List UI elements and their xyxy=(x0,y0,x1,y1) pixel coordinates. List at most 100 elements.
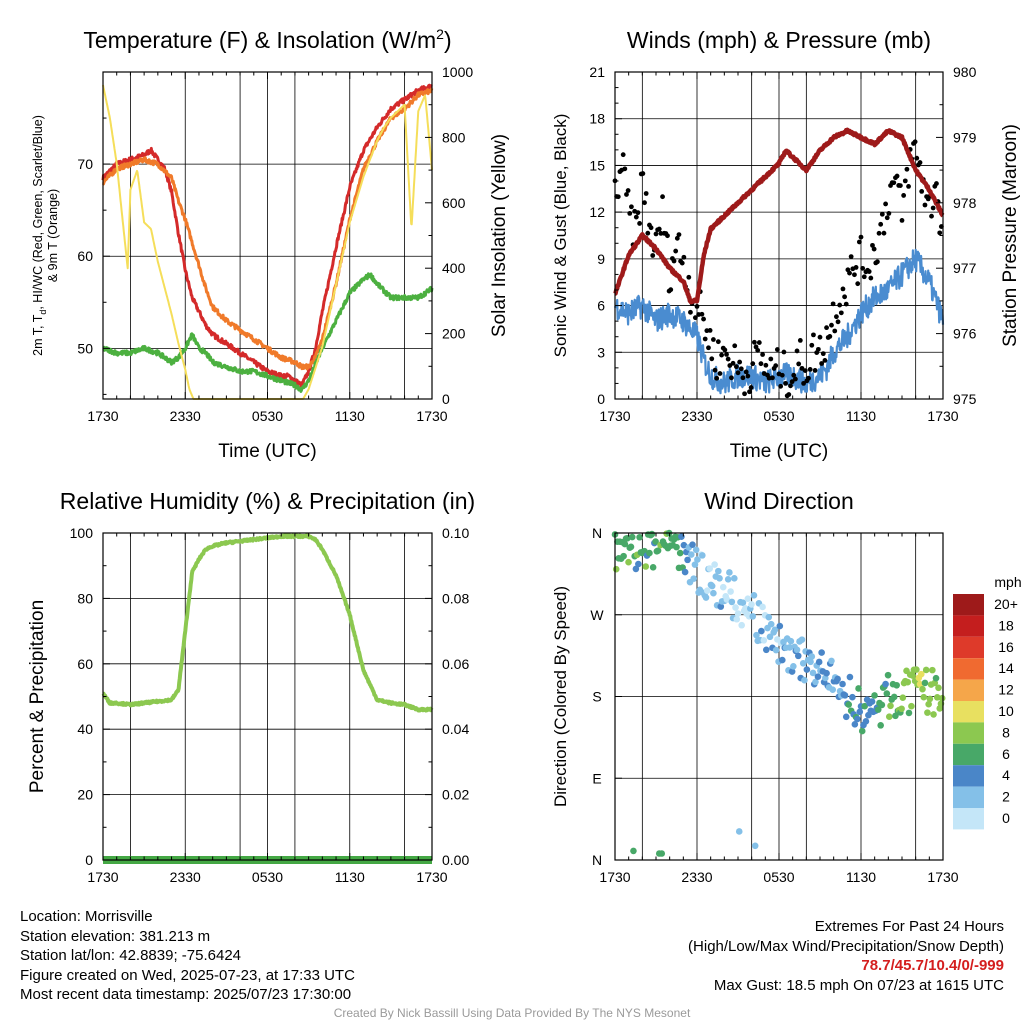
direction-point xyxy=(767,620,775,628)
direction-point xyxy=(772,646,780,654)
direction-point xyxy=(893,681,900,689)
gust-point xyxy=(774,347,780,352)
direction-point xyxy=(909,672,916,679)
direction-point xyxy=(793,646,801,654)
direction-point xyxy=(908,702,915,710)
gust-point xyxy=(789,379,795,385)
direction-point xyxy=(809,669,817,677)
direction-point xyxy=(759,603,766,611)
gust-point xyxy=(897,183,903,188)
colorbar-swatch xyxy=(953,765,984,787)
gust-point xyxy=(794,348,800,354)
chart-title: Winds (mph) & Pressure (mb) xyxy=(627,27,931,53)
gust-point xyxy=(660,194,665,200)
direction-point xyxy=(887,702,894,710)
gust-point xyxy=(827,334,833,339)
gust-point xyxy=(758,361,764,367)
gust-point xyxy=(820,351,826,357)
direction-point xyxy=(786,644,793,651)
colorbar-label: 18 xyxy=(998,617,1014,633)
gust-point xyxy=(781,349,787,355)
y2-tick-label: 977 xyxy=(953,260,977,276)
y2-tick-label: 800 xyxy=(442,129,466,145)
direction-point xyxy=(635,560,642,568)
y-tick-label: 80 xyxy=(77,590,93,606)
y2-tick-label: 400 xyxy=(442,260,466,276)
direction-point xyxy=(732,604,739,611)
direction-point xyxy=(738,621,745,629)
direction-point xyxy=(892,712,899,720)
direction-point xyxy=(694,556,701,563)
gust-point xyxy=(866,269,872,274)
direction-point xyxy=(878,701,886,709)
colorbar-swatch xyxy=(953,786,984,808)
direction-point xyxy=(883,690,891,697)
direction-point xyxy=(794,652,802,660)
direction-point xyxy=(884,671,892,679)
y2-tick-label: 0 xyxy=(442,391,450,407)
direction-point xyxy=(630,847,637,855)
x-tick-label: 0530 xyxy=(252,869,283,885)
gust-point xyxy=(779,372,785,378)
y-tick-label: 50 xyxy=(77,340,93,356)
x-tick-label: 0530 xyxy=(763,408,794,424)
gust-point xyxy=(742,391,747,397)
direction-point xyxy=(731,575,738,582)
direction-point xyxy=(703,587,711,594)
direction-point xyxy=(646,549,653,557)
gust-point xyxy=(674,235,680,241)
gust-point xyxy=(740,375,746,381)
direction-point xyxy=(658,850,666,857)
y-tick-label: 12 xyxy=(589,204,605,220)
x-tick-label: 1730 xyxy=(599,869,630,885)
gust-point xyxy=(665,233,670,239)
direction-point xyxy=(807,658,814,666)
direction-point xyxy=(648,530,656,538)
gust-point xyxy=(699,311,705,317)
gust-point xyxy=(692,315,698,321)
extremes-subtitle: (High/Low/Max Wind/Precipitation/Snow De… xyxy=(688,937,1004,955)
y2-tick-label: 0.02 xyxy=(442,787,469,803)
direction-point xyxy=(750,592,758,599)
direction-point xyxy=(654,547,662,554)
gust-point xyxy=(811,332,816,338)
gust-point xyxy=(719,352,724,358)
colorbar-label: 14 xyxy=(998,660,1014,676)
gust-point xyxy=(671,258,677,264)
chart-title: Relative Humidity (%) & Precipitation (i… xyxy=(60,488,475,514)
direction-point xyxy=(885,713,893,721)
direction-point xyxy=(898,705,905,713)
direction-point xyxy=(924,709,931,716)
gust-point xyxy=(730,360,736,366)
colorbar-swatch xyxy=(953,615,984,637)
gust-point xyxy=(642,200,647,206)
x-tick-label: 1130 xyxy=(335,869,365,885)
x-tick-marks xyxy=(102,72,433,399)
y-tick-label: 18 xyxy=(589,111,605,127)
x-tick-label: 1730 xyxy=(87,869,118,885)
gust-point xyxy=(860,265,866,271)
y-tick-label: 0 xyxy=(597,391,605,407)
direction-point xyxy=(920,693,928,701)
station-location: Location: Morrisville xyxy=(20,908,153,925)
colorbar-swatch xyxy=(953,658,984,680)
direction-point xyxy=(649,564,657,571)
direction-point xyxy=(818,649,825,656)
direction-point xyxy=(717,603,725,610)
gust-point xyxy=(806,375,811,381)
gust-point xyxy=(733,364,739,370)
gust-point xyxy=(724,352,729,357)
gust-point xyxy=(822,357,828,363)
gust-point xyxy=(868,275,874,281)
gust-point xyxy=(668,287,674,293)
direction-point xyxy=(877,722,884,729)
direction-point xyxy=(905,709,913,717)
direction-point xyxy=(846,673,854,681)
series-3 xyxy=(613,127,945,305)
direction-point xyxy=(620,552,627,560)
gust-point xyxy=(701,316,706,322)
direction-point xyxy=(856,708,864,716)
gust-point xyxy=(694,304,700,309)
gust-point xyxy=(929,213,934,219)
gust-point xyxy=(656,226,662,232)
